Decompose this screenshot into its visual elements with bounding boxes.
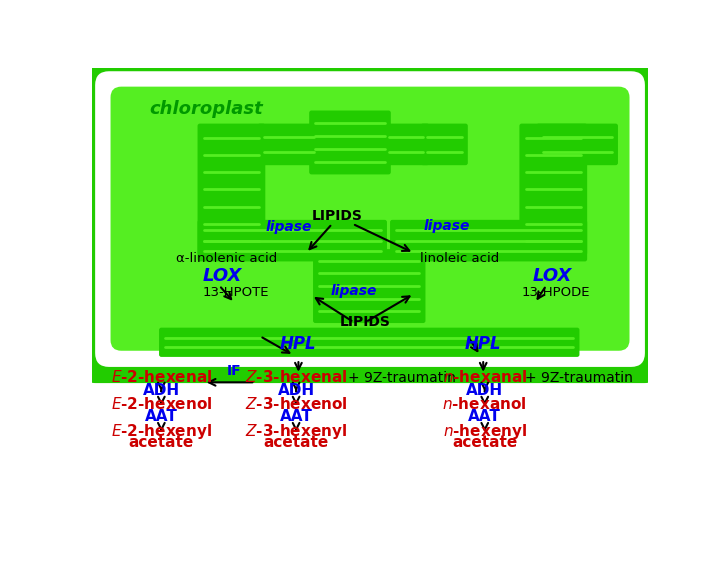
Text: ADH: ADH	[277, 383, 315, 398]
Text: ADH: ADH	[143, 383, 180, 398]
Text: acetate: acetate	[129, 435, 194, 450]
Text: $\it{Z}$-3-hexenol: $\it{Z}$-3-hexenol	[245, 396, 347, 412]
Text: ADH: ADH	[466, 383, 503, 398]
Text: chloroplast: chloroplast	[149, 101, 264, 118]
Text: lipase: lipase	[423, 219, 469, 233]
Text: 13-HPOTE: 13-HPOTE	[202, 286, 269, 299]
Text: + 9Z-traumatin: + 9Z-traumatin	[525, 371, 632, 385]
FancyBboxPatch shape	[95, 71, 645, 367]
Text: $\it{Z}$-3-hexenyl: $\it{Z}$-3-hexenyl	[245, 422, 347, 441]
Text: lipase: lipase	[331, 285, 377, 298]
Text: LOX: LOX	[202, 267, 242, 285]
Text: $\it{n}$-hexenyl: $\it{n}$-hexenyl	[443, 422, 527, 441]
FancyBboxPatch shape	[309, 111, 391, 174]
Text: lipase: lipase	[265, 220, 312, 235]
Text: 13-HPODE: 13-HPODE	[522, 286, 590, 299]
Text: linoleic acid: linoleic acid	[420, 252, 500, 265]
Text: $\it{E}$-2-hexenol: $\it{E}$-2-hexenol	[110, 396, 212, 412]
Text: $\it{E}$-2-hexenal: $\it{E}$-2-hexenal	[110, 369, 212, 385]
FancyBboxPatch shape	[110, 87, 630, 351]
Text: $\it{Z}$-3-hexenal: $\it{Z}$-3-hexenal	[245, 369, 347, 385]
Text: acetate: acetate	[264, 435, 329, 450]
Text: $\it{n}$-hexanal: $\it{n}$-hexanal	[443, 369, 527, 385]
Text: $\it{E}$-2-hexenyl: $\it{E}$-2-hexenyl	[111, 422, 212, 441]
FancyBboxPatch shape	[519, 124, 587, 255]
Text: IF: IF	[227, 364, 242, 378]
FancyBboxPatch shape	[198, 220, 387, 261]
FancyBboxPatch shape	[421, 124, 468, 165]
Text: + 9Z-traumatin: + 9Z-traumatin	[349, 371, 456, 385]
FancyBboxPatch shape	[390, 220, 587, 261]
FancyBboxPatch shape	[79, 55, 661, 383]
FancyBboxPatch shape	[159, 328, 580, 357]
Text: acetate: acetate	[452, 435, 518, 450]
FancyBboxPatch shape	[536, 124, 618, 165]
Text: LIPIDS: LIPIDS	[340, 315, 391, 329]
Text: α-linolenic acid: α-linolenic acid	[176, 252, 277, 265]
FancyBboxPatch shape	[198, 124, 265, 255]
Text: $\it{n}$-hexanol: $\it{n}$-hexanol	[443, 396, 527, 412]
Text: HPL: HPL	[280, 335, 317, 353]
Text: HPL: HPL	[465, 335, 502, 353]
Text: AAT: AAT	[469, 409, 501, 424]
FancyBboxPatch shape	[383, 124, 430, 165]
FancyBboxPatch shape	[258, 124, 320, 165]
FancyBboxPatch shape	[313, 249, 425, 323]
Text: LOX: LOX	[533, 267, 572, 285]
Text: AAT: AAT	[145, 409, 178, 424]
Text: AAT: AAT	[279, 409, 313, 424]
Text: LIPIDS: LIPIDS	[311, 209, 362, 223]
